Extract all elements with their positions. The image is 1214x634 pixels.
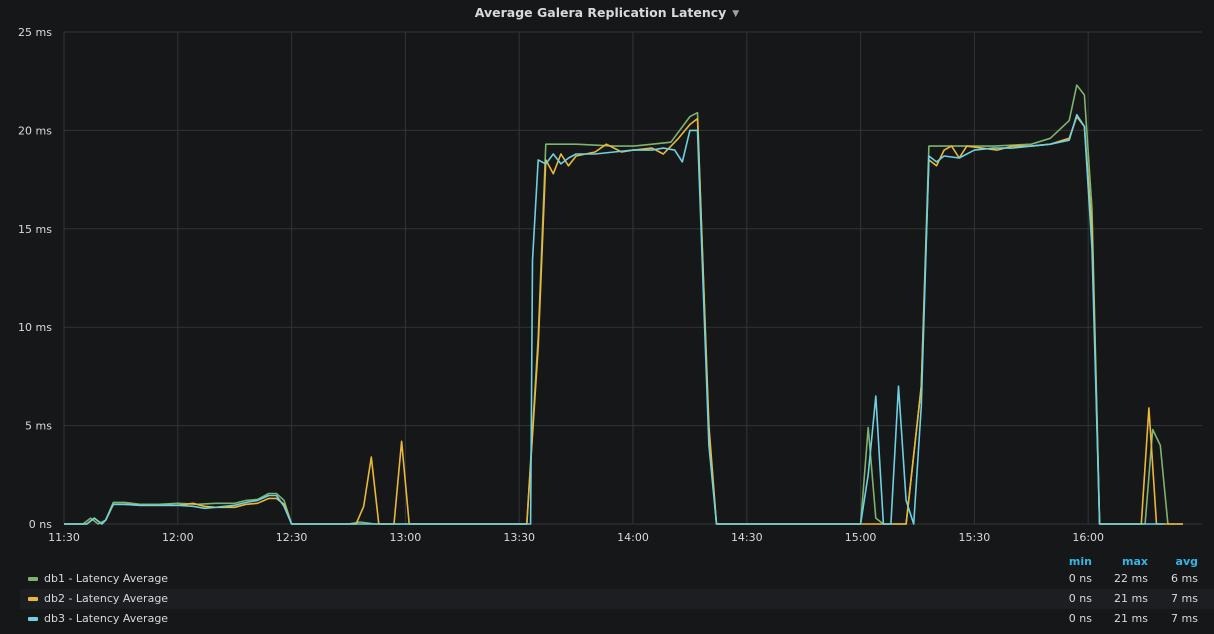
legend: min max avg db1 - Latency Average 0 ns 2… [0, 551, 1214, 634]
legend-swatch-db2[interactable] [28, 597, 38, 601]
y-tick-label: 0 ns [29, 518, 52, 531]
legend-label-db3[interactable]: db3 - Latency Average [44, 612, 169, 625]
legend-min-db1: 0 ns [1068, 572, 1092, 585]
y-axis: 0 ns 5 ms 10 ms 15 ms 20 ms 25 ms [18, 26, 52, 531]
x-tick-label: 15:00 [845, 531, 877, 544]
legend-max-db1: 22 ms [1114, 572, 1148, 585]
legend-header-max[interactable]: max [1122, 555, 1148, 568]
legend-item-db3[interactable]: db3 - Latency Average 0 ns 21 ms 7 ms [20, 609, 1214, 629]
legend-item-db1[interactable]: db1 - Latency Average 0 ns 22 ms 6 ms [20, 569, 1214, 589]
y-tick-label: 15 ms [18, 223, 52, 236]
legend-label-db1[interactable]: db1 - Latency Average [44, 572, 169, 585]
caret-down-icon[interactable]: ▼ [732, 9, 740, 19]
legend-avg-db3: 7 ms [1171, 612, 1198, 625]
legend-min-db2: 0 ns [1068, 592, 1092, 605]
y-tick-label: 10 ms [18, 321, 52, 334]
x-tick-label: 14:30 [731, 531, 763, 544]
legend-min-db3: 0 ns [1068, 612, 1092, 625]
x-axis: 11:30 12:00 12:30 13:00 13:30 14:00 14:30 15:00… [48, 531, 1104, 544]
grid [63, 31, 1202, 525]
legend-avg-db2: 7 ms [1171, 592, 1198, 605]
legend-item-db2[interactable]: db2 - Latency Average 0 ns 21 ms 7 ms [20, 589, 1214, 609]
y-tick-label: 20 ms [18, 124, 52, 137]
series-lines[interactable] [64, 84, 1183, 525]
panel-title-text[interactable]: Average Galera Replication Latency [474, 5, 727, 20]
x-tick-label: 13:00 [390, 531, 422, 544]
y-tick-label: 5 ms [25, 420, 52, 433]
legend-max-db2: 21 ms [1114, 592, 1148, 605]
x-tick-label: 14:00 [617, 531, 649, 544]
legend-swatch-db3[interactable] [28, 617, 38, 621]
x-tick-label: 15:30 [959, 531, 991, 544]
x-tick-label: 16:00 [1072, 531, 1104, 544]
legend-header-min[interactable]: min [1068, 555, 1092, 568]
legend-swatch-db1[interactable] [28, 577, 38, 581]
x-tick-label: 12:00 [162, 531, 194, 544]
panel-title[interactable]: Average Galera Replication Latency ▼ [0, 5, 1214, 23]
series-line-db2[interactable] [64, 115, 1183, 525]
x-tick-label: 11:30 [48, 531, 80, 544]
y-tick-label: 25 ms [18, 26, 52, 39]
legend-label-db2[interactable]: db2 - Latency Average [44, 592, 169, 605]
legend-avg-db1: 6 ms [1171, 572, 1198, 585]
legend-max-db3: 21 ms [1114, 612, 1148, 625]
series-line-db3[interactable] [64, 113, 1165, 525]
x-tick-label: 13:30 [503, 531, 535, 544]
legend-header-avg[interactable]: avg [1175, 555, 1198, 568]
x-tick-label: 12:30 [276, 531, 308, 544]
